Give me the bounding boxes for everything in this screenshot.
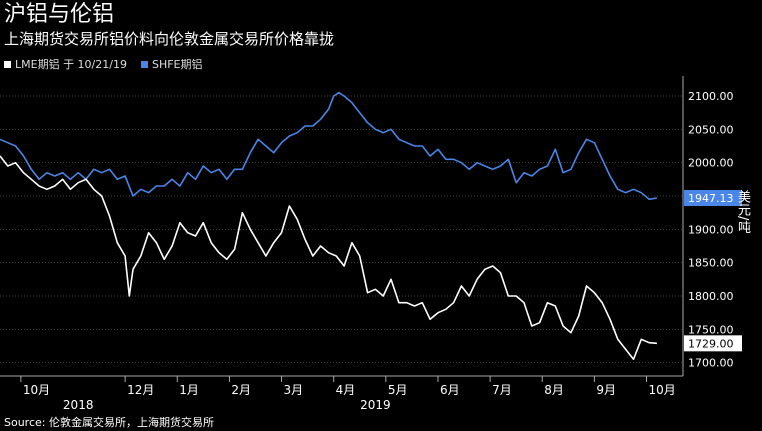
x-tick-label: 8月 xyxy=(544,383,564,397)
legend-item-lme: LME期铝 于 10/21/19 xyxy=(4,56,127,72)
legend-item-shfe: SHFE期铝 xyxy=(140,56,203,72)
series-line-lme xyxy=(0,155,657,361)
x-tick-label: 7月 xyxy=(492,383,512,397)
y-tick-label: 2100.00 xyxy=(688,90,734,103)
x-tick-label: 2月 xyxy=(231,383,251,397)
x-tick-label: 12月 xyxy=(127,383,154,397)
legend: LME期铝 于 10/21/19 SHFE期铝 xyxy=(4,56,203,72)
y-tick-label: 2000.00 xyxy=(688,157,734,170)
year-label: 2018 xyxy=(63,398,94,412)
y-tick-label: 1700.00 xyxy=(688,357,734,370)
last-value-label-shfe: 1947.13 xyxy=(688,192,734,205)
y-axis-label: 美元/吨 xyxy=(735,190,750,234)
y-tick-label: 1850.00 xyxy=(688,257,734,270)
last-value-box-shfe xyxy=(684,190,742,206)
year-label: 2019 xyxy=(360,398,391,412)
x-tick-label: 5月 xyxy=(388,383,408,397)
x-tick-label: 4月 xyxy=(336,383,356,397)
last-value-box-lme xyxy=(684,335,742,352)
legend-label-shfe: SHFE期铝 xyxy=(151,58,203,71)
chart-title: 沪铝与伦铝 xyxy=(4,2,115,27)
lme-swatch xyxy=(4,60,11,68)
x-tick-label: 1月 xyxy=(179,383,199,397)
x-tick-label: 10月 xyxy=(23,383,50,397)
legend-label-lme: LME期铝 于 10/21/19 xyxy=(15,58,127,71)
shfe-swatch xyxy=(140,60,148,68)
x-tick-label: 6月 xyxy=(440,383,460,397)
chart-subtitle: 上海期货交易所铝价料向伦敦金属交易所价格靠拢 xyxy=(4,30,335,48)
last-value-label-lme: 1729.00 xyxy=(688,337,734,350)
source-note: Source: 伦敦金属交易所，上海期货交易所 xyxy=(4,416,214,429)
y-tick-label: 2050.00 xyxy=(688,123,734,136)
y-tick-label: 1750.00 xyxy=(688,323,734,336)
x-tick-label: 10月 xyxy=(649,383,676,397)
y-tick-label: 1800.00 xyxy=(688,290,734,303)
y-tick-label: 1900.00 xyxy=(688,223,734,236)
x-tick-label: 3月 xyxy=(284,383,304,397)
x-tick-label: 9月 xyxy=(596,383,616,397)
series-line-shfe xyxy=(0,91,658,201)
